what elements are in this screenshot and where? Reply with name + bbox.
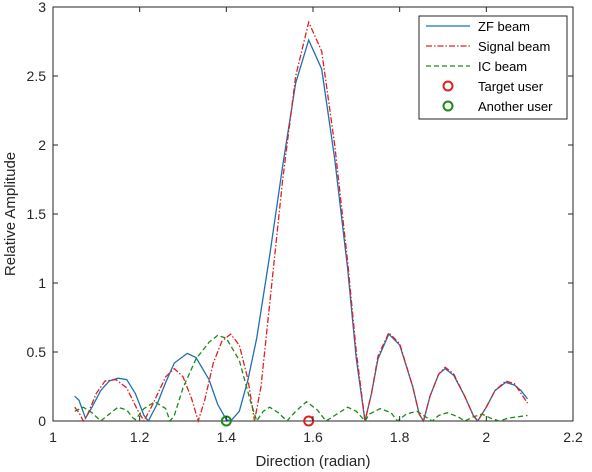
x-tick-label: 2.2 xyxy=(563,429,583,445)
y-tick-label: 2 xyxy=(38,137,46,153)
legend-label-signal-beam: Signal beam xyxy=(478,39,550,54)
series-line-signal-beam xyxy=(74,20,529,424)
legend-label-ic-beam: IC beam xyxy=(478,59,527,74)
x-tick-label: 1 xyxy=(49,429,57,445)
x-axis-label: Direction (radian) xyxy=(255,453,370,470)
legend-swatch-target-user xyxy=(442,80,454,92)
tick-layer xyxy=(52,6,574,422)
legend-box xyxy=(418,15,568,120)
legend-swatch-another-user xyxy=(442,100,454,112)
legend-label-zf-beam: ZF beam xyxy=(478,19,530,34)
y-tick-label: 0.5 xyxy=(27,344,47,360)
x-tick-label: 1.6 xyxy=(303,429,323,445)
y-axis-label: Relative Amplitude xyxy=(2,152,19,276)
x-tick-label: 1.8 xyxy=(390,429,410,445)
y-tick-label: 3 xyxy=(38,0,46,15)
y-tick-label: 1.5 xyxy=(27,206,47,222)
legend-label-another-user: Another user xyxy=(478,99,553,114)
y-tick-label: 1 xyxy=(38,275,46,291)
legend-swatches xyxy=(426,25,470,112)
y-tick-label: 0 xyxy=(38,413,46,429)
y-tick-label: 2.5 xyxy=(27,68,47,84)
series-layer xyxy=(74,20,529,424)
legend-label-target-user: Target user xyxy=(478,79,544,94)
legend: ZF beam Signal beam IC beam Target user … xyxy=(418,15,568,120)
x-tick-label: 1.2 xyxy=(130,429,150,445)
x-tick-label: 2 xyxy=(482,429,490,445)
x-tick-label: 1.4 xyxy=(217,429,237,445)
